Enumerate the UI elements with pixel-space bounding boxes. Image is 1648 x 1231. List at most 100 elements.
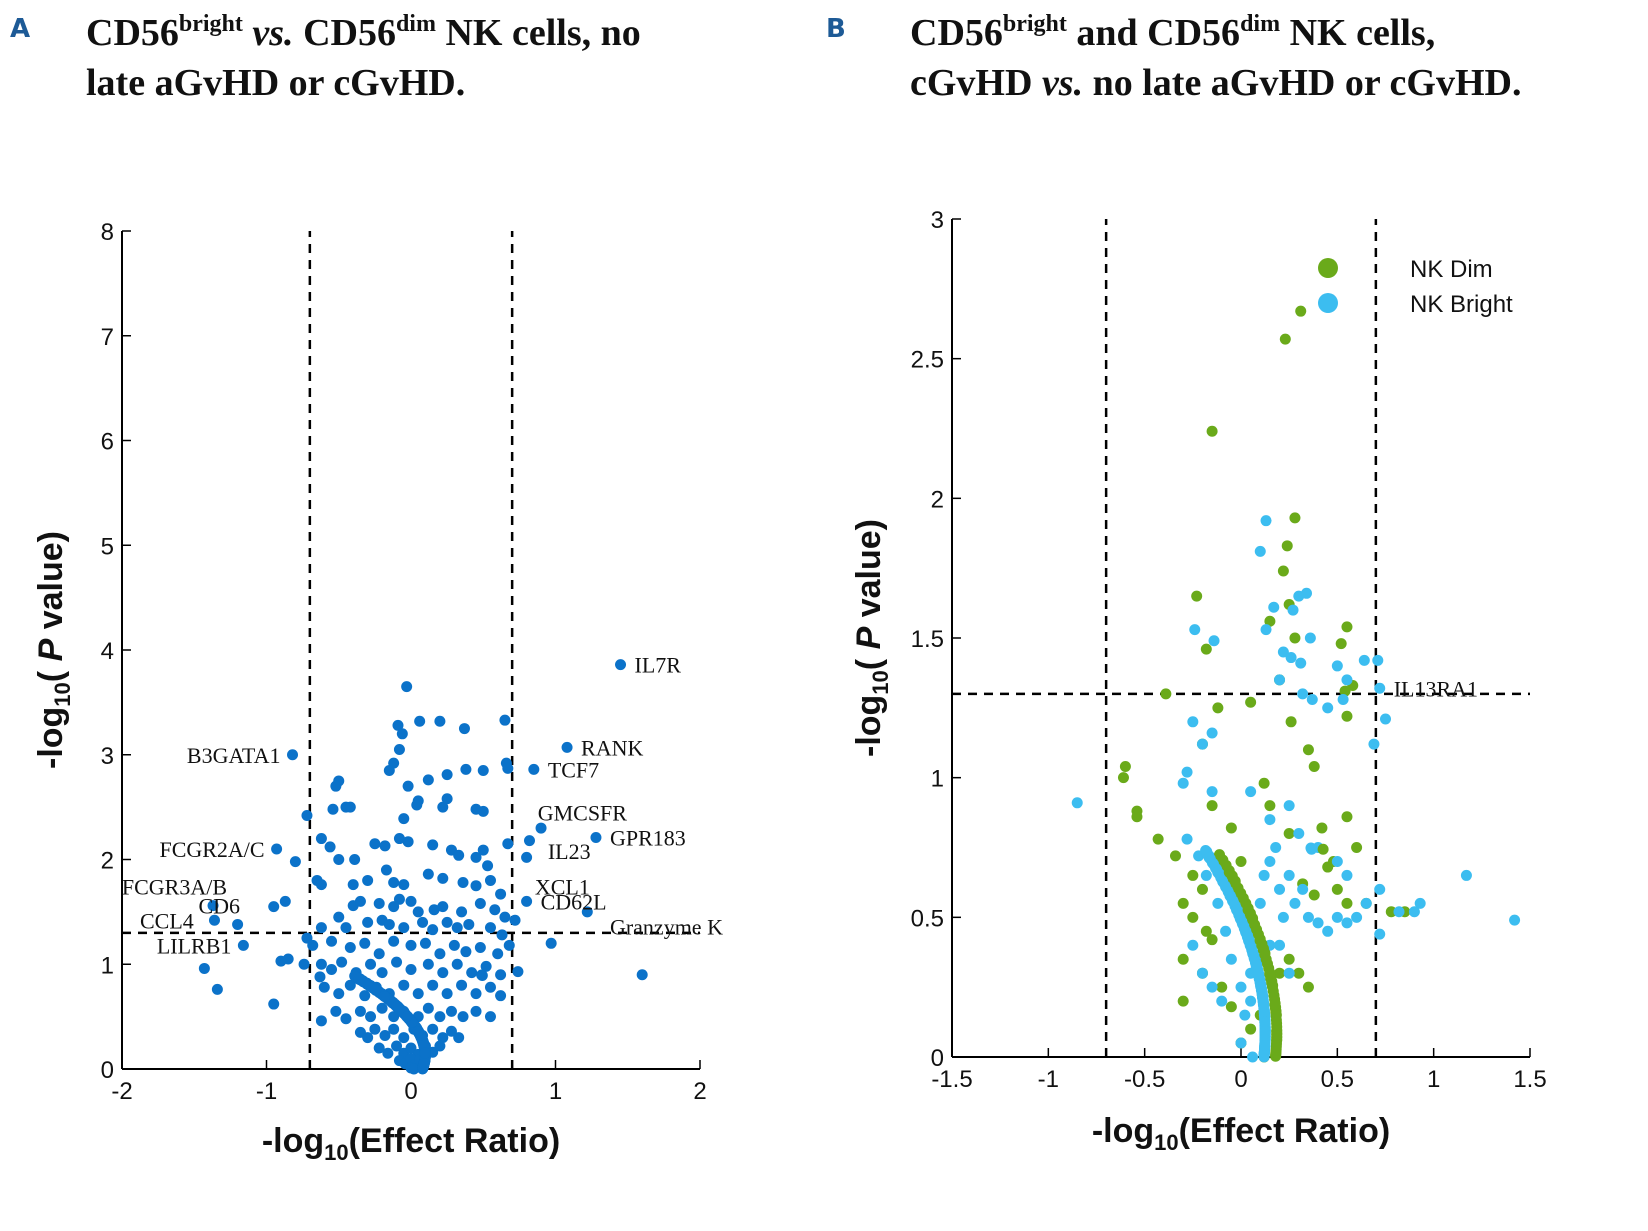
- data-point: [1270, 842, 1282, 853]
- y-tick-label: 5: [101, 533, 114, 560]
- data-point: [1274, 883, 1286, 895]
- data-point: [1305, 842, 1317, 854]
- data-point: [324, 841, 336, 853]
- data-point: [1304, 632, 1316, 644]
- data-point: [1212, 702, 1224, 714]
- data-point: [380, 864, 392, 876]
- legend-marker: [1318, 258, 1338, 278]
- data-point: [1213, 849, 1225, 861]
- data-point: [298, 958, 310, 970]
- data-point: [326, 963, 338, 975]
- data-point: [408, 1063, 420, 1075]
- data-point: [330, 780, 342, 792]
- data-point: [373, 897, 385, 909]
- data-point: [419, 937, 431, 949]
- data-point: [1181, 833, 1193, 845]
- data-point: [434, 1011, 446, 1023]
- title-a-part2: CD56: [293, 12, 396, 54]
- data-point: [1312, 917, 1324, 929]
- data-point: [418, 1058, 430, 1070]
- data-point: [398, 979, 410, 991]
- data-point: [1200, 925, 1212, 937]
- data-point: [1252, 968, 1264, 980]
- data-point: [1242, 904, 1254, 916]
- data-point: [427, 979, 439, 991]
- data-point: [1331, 660, 1343, 672]
- data-point: [314, 971, 326, 983]
- data-point: [1187, 911, 1199, 923]
- data-point: [476, 969, 488, 981]
- legend-label: NK Bright: [1410, 291, 1513, 318]
- gene-label-il23: IL23: [548, 839, 591, 864]
- data-point: [398, 922, 410, 934]
- data-point: [315, 1015, 327, 1027]
- data-point: [1302, 981, 1314, 993]
- data-point: [411, 799, 423, 811]
- data-point: [383, 918, 395, 930]
- data-point: [1245, 1023, 1257, 1035]
- data-point: [1297, 883, 1309, 895]
- data-point: [480, 960, 492, 972]
- data-point: [1414, 897, 1426, 909]
- data-point: [1231, 904, 1243, 916]
- data-point: [1260, 515, 1272, 527]
- data-point: [1152, 833, 1164, 845]
- data-point: [1239, 1009, 1251, 1021]
- y-axis-title: -log10( P value): [850, 519, 893, 757]
- data-point: [362, 874, 374, 886]
- gene-label-cd62l: CD62L: [541, 889, 607, 914]
- data-point: [484, 981, 496, 993]
- title-b-part1: CD56: [910, 12, 1003, 54]
- x-tick-label: 2: [693, 1078, 706, 1105]
- data-point: [412, 1026, 424, 1038]
- data-point: [237, 939, 249, 951]
- data-point: [1224, 890, 1236, 902]
- data-point: [401, 681, 413, 693]
- data-point: [1264, 968, 1276, 980]
- data-point: [1322, 702, 1334, 714]
- data-point: [1306, 693, 1318, 705]
- data-point: [441, 769, 453, 781]
- data-point: [1274, 967, 1286, 979]
- title-b-vs: vs.: [1041, 62, 1084, 104]
- data-point: [1258, 869, 1270, 881]
- data-point: [441, 988, 453, 1000]
- data-point: [1274, 674, 1286, 686]
- title-b-part3: NK cells,: [1280, 12, 1436, 54]
- data-point: [1283, 953, 1295, 965]
- data-point: [405, 939, 417, 951]
- data-point: [1208, 635, 1220, 647]
- data-point: [1380, 713, 1391, 725]
- chart-a: -2 -1 0 1 2 0 1 2 3 4 5 6 7 8 -log10(Effect Ratio) -log…: [32, 219, 723, 1165]
- data-point: [349, 854, 361, 865]
- data-point: [1301, 587, 1313, 599]
- data-point: [1293, 828, 1305, 840]
- data-point: [489, 904, 501, 916]
- gene-label-il13ra1: IL13RA1: [1394, 676, 1478, 701]
- panel-a-title: CD56bright vs. CD56dim NK cells, no late…: [86, 8, 641, 108]
- data-point: [1245, 786, 1257, 798]
- data-point: [466, 967, 478, 979]
- panel-a-letter: A: [10, 14, 31, 44]
- data-point: [451, 922, 463, 934]
- data-point: [369, 838, 381, 850]
- data-point: [512, 966, 524, 978]
- x-tick-label: 0.5: [1321, 1066, 1354, 1093]
- data-point: [1225, 1001, 1237, 1013]
- data-point: [340, 922, 352, 934]
- data-point: [1119, 760, 1131, 772]
- data-point: [393, 744, 405, 756]
- data-point: [427, 924, 439, 936]
- data-point: [391, 1001, 403, 1013]
- data-point: [499, 911, 511, 923]
- data-point: [365, 1011, 377, 1023]
- data-point: [362, 1032, 374, 1044]
- gene-label-xcl1: XCL1: [535, 875, 590, 900]
- gene-label-granzyme-k: Granzyme K: [610, 915, 723, 940]
- data-point: [383, 764, 395, 776]
- gene-label-cd6: CD6: [198, 894, 240, 919]
- data-point: [1460, 869, 1472, 881]
- data-point: [1177, 897, 1189, 909]
- data-point: [1259, 1025, 1271, 1037]
- data-point: [340, 1013, 352, 1025]
